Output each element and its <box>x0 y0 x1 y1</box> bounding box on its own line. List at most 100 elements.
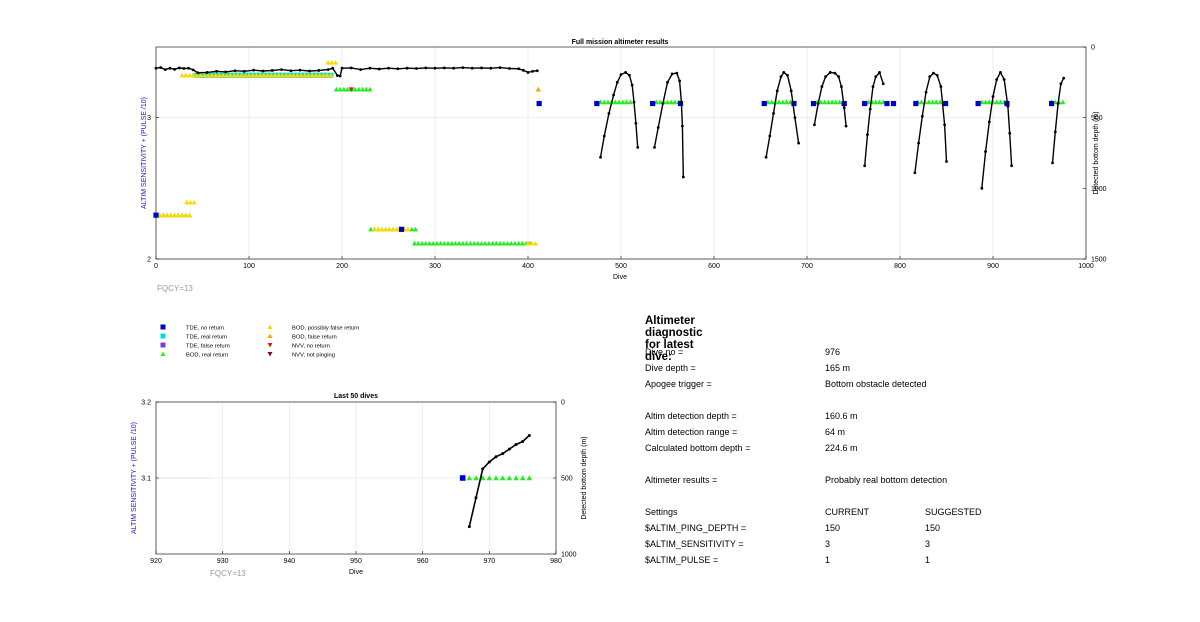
dive-depth-value: 165 m <box>825 363 851 373</box>
dive-no-label: Dive no = <box>645 347 684 357</box>
bod-marker <box>478 240 485 246</box>
depth-point <box>820 85 824 88</box>
bod-marker <box>337 86 343 92</box>
bod-marker <box>375 226 381 232</box>
bod-marker <box>302 72 308 78</box>
depth-point <box>874 75 878 79</box>
bod-marker <box>490 240 496 246</box>
bod-marker <box>479 475 486 481</box>
bod-marker <box>464 240 470 246</box>
bod-marker <box>257 72 263 78</box>
x-tick-label: 200 <box>336 263 348 270</box>
bod-marker <box>873 99 879 105</box>
bod-marker <box>467 240 473 246</box>
depth-line <box>653 72 684 178</box>
depth-point <box>215 69 218 73</box>
y2-tick-label: 500 <box>1091 115 1103 122</box>
depth-point <box>844 124 848 128</box>
bod-marker <box>179 212 185 218</box>
tde-marker <box>536 100 542 107</box>
plot-frame <box>155 46 1087 260</box>
depth-point <box>1008 131 1012 135</box>
tde-marker <box>650 100 656 107</box>
results-value: Probably real bottom detection <box>825 475 948 485</box>
bod-marker <box>220 72 226 78</box>
y-tick-label: 3.1 <box>141 476 151 483</box>
depth-point <box>681 175 685 179</box>
bod-marker <box>359 86 366 92</box>
bod-marker <box>437 240 444 246</box>
depth-point <box>764 155 768 159</box>
depth-point <box>527 433 531 437</box>
main-y2-axis-label: Detected bottom depth (m) <box>1093 111 1100 194</box>
bod-marker <box>836 99 843 105</box>
x-tick-label: 950 <box>350 558 362 565</box>
depth-point <box>871 85 875 88</box>
bod-marker <box>411 240 418 246</box>
tde-marker <box>862 100 868 107</box>
bod-marker <box>187 199 194 205</box>
bod-marker <box>283 72 289 78</box>
depth-point <box>612 93 615 97</box>
depth-point <box>666 80 669 84</box>
bod-marker <box>672 99 678 105</box>
bod-marker <box>434 240 440 246</box>
depth-point <box>653 145 656 149</box>
depth-point <box>878 71 881 74</box>
bod-marker <box>298 72 304 78</box>
depth-point <box>308 69 311 73</box>
depth-point <box>824 75 827 79</box>
tde-marker <box>398 226 405 232</box>
depth-point <box>624 71 628 74</box>
settings-header: Settings <box>645 507 678 517</box>
x-tick-label: 1000 <box>1078 263 1094 270</box>
bod-marker <box>997 99 1004 105</box>
bod-marker <box>356 86 362 92</box>
bod-marker <box>493 475 499 481</box>
depth-point <box>261 69 265 73</box>
depth-point <box>881 82 885 86</box>
depth-point <box>786 73 789 77</box>
bod-marker <box>620 99 626 105</box>
depth-point <box>494 455 498 459</box>
tde-marker <box>942 100 949 107</box>
x-tick-label: 940 <box>283 558 295 565</box>
x-tick-label: 800 <box>894 263 906 270</box>
bod-marker <box>160 351 166 356</box>
legend-label: TDE, false return <box>186 343 230 349</box>
bod-marker <box>668 99 674 105</box>
bod-marker <box>769 99 775 105</box>
bod-marker <box>168 212 174 218</box>
bod-marker <box>209 72 215 78</box>
bod-marker <box>261 72 267 78</box>
depth-point <box>619 73 623 76</box>
bod-marker <box>426 240 433 246</box>
tde-marker <box>884 100 890 107</box>
bod-marker <box>320 72 326 78</box>
depth-point <box>917 141 920 145</box>
depth-point <box>775 89 779 93</box>
bod-marker <box>535 86 541 92</box>
depth-point <box>331 66 335 70</box>
bod-marker <box>471 240 477 246</box>
depth-point <box>461 66 465 70</box>
bod-marker <box>493 240 499 246</box>
depth-point <box>632 100 636 104</box>
bod-marker <box>449 240 455 246</box>
tde-marker <box>1048 100 1055 107</box>
depth-point <box>939 85 943 88</box>
bod-marker <box>265 72 271 78</box>
x-tick-label: 920 <box>150 558 162 565</box>
x-tick-label: 400 <box>522 263 534 270</box>
bod-marker <box>253 72 260 78</box>
depth-point <box>521 440 525 444</box>
bod-marker <box>497 240 503 246</box>
depth-point <box>280 68 283 72</box>
bod-marker <box>486 475 493 481</box>
depth-line <box>914 72 948 173</box>
bod-marker <box>224 72 230 78</box>
depth-point <box>868 107 872 111</box>
bod-marker <box>183 72 189 78</box>
sensitivity-label: $ALTIM_SENSITIVITY = <box>645 539 744 549</box>
pulse-label: $ALTIM_PULSE = <box>645 555 719 565</box>
